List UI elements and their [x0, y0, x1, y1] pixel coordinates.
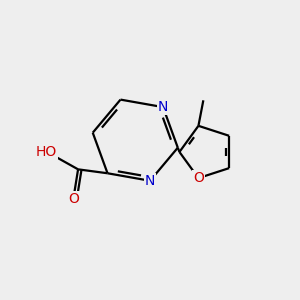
Text: O: O	[69, 192, 80, 206]
Text: HO: HO	[36, 145, 57, 159]
Text: N: N	[145, 174, 155, 188]
Text: N: N	[158, 100, 168, 114]
Text: O: O	[193, 171, 204, 185]
